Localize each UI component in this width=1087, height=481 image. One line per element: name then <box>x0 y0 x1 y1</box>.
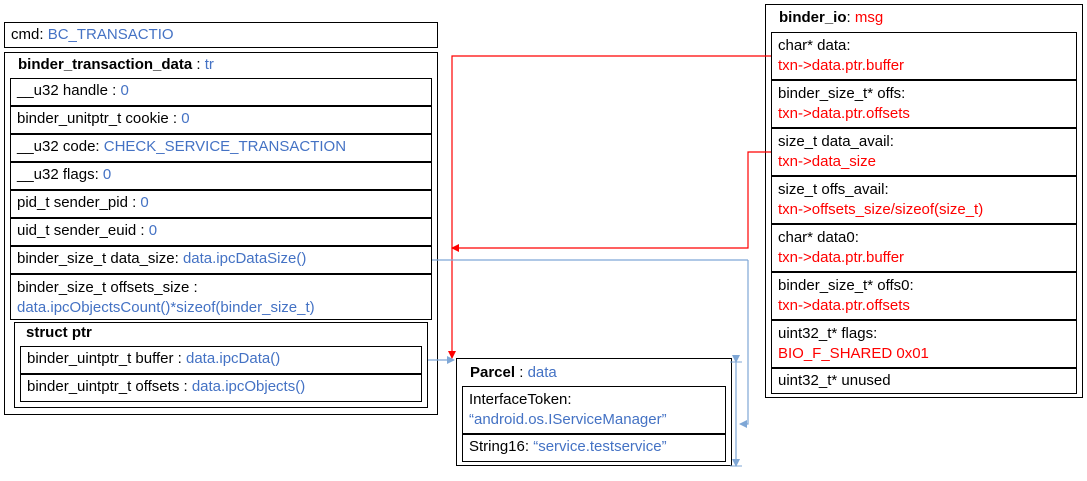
tr-title: binder_transaction_data : tr <box>18 56 214 73</box>
arrow-data-avail-to-data-size <box>451 151 771 252</box>
tr-row-sender-euid: uid_t sender_euid : 0 <box>10 218 432 246</box>
bio-row-data0: char* data0: txn->data.ptr.buffer <box>771 224 1077 272</box>
tr-row-code: __u32 code: CHECK_SERVICE_TRANSACTION <box>10 134 432 162</box>
bio-row-offs: binder_size_t* offs: txn->data.ptr.offset… <box>771 80 1077 128</box>
struct-ptr-title: struct ptr <box>26 324 92 341</box>
cmd-label: cmd: <box>11 26 48 43</box>
tr-row-data-size: binder_size_t data_size: data.ipcDataSiz… <box>10 246 432 274</box>
parcel-string16: String16: “service.testservice” <box>462 434 726 462</box>
bio-title: binder_io: msg <box>779 9 884 26</box>
cmd-box: cmd: BC_TRANSACTIO <box>4 22 438 48</box>
tr-row-sender-pid: pid_t sender_pid : 0 <box>10 190 432 218</box>
bio-row-flags: uint32_t* flags: BIO_F_SHARED 0x01 <box>771 320 1077 368</box>
parcel-interface-token: InterfaceToken: “android.os.IServiceManag… <box>462 386 726 434</box>
bio-row-offs-avail: size_t offs_avail: txn->offsets_size/size… <box>771 176 1077 224</box>
tr-var: tr <box>204 56 214 73</box>
ptr-row-offsets: binder_uintptr_t offsets : data.ipcObjec… <box>20 374 422 402</box>
tr-row-offsets-size: binder_size_t offsets_size : data.ipcObje… <box>10 274 432 320</box>
bio-row-unused: uint32_t* unused <box>771 368 1077 394</box>
bio-row-data: char* data: txn->data.ptr.buffer <box>771 32 1077 80</box>
tr-row-flags: __u32 flags: 0 <box>10 162 432 190</box>
bio-row-data-avail: size_t data_avail: txn->data_size <box>771 128 1077 176</box>
tr-row-handle: __u32 handle : 0 <box>10 78 432 106</box>
arrow-data-to-parcel <box>448 55 771 359</box>
tr-type: binder_transaction_data <box>18 56 193 73</box>
cmd-value: BC_TRANSACTIO <box>47 26 174 43</box>
parcel-title: Parcel : data <box>470 364 557 381</box>
tr-row-cookie: binder_unitptr_t cookie : 0 <box>10 106 432 134</box>
arrow-data-size-down <box>739 260 749 428</box>
ptr-row-buffer: binder_uintptr_t buffer : data.ipcData() <box>20 346 422 374</box>
bio-row-offs0: binder_size_t* offs0: txn->data.ptr.offse… <box>771 272 1077 320</box>
